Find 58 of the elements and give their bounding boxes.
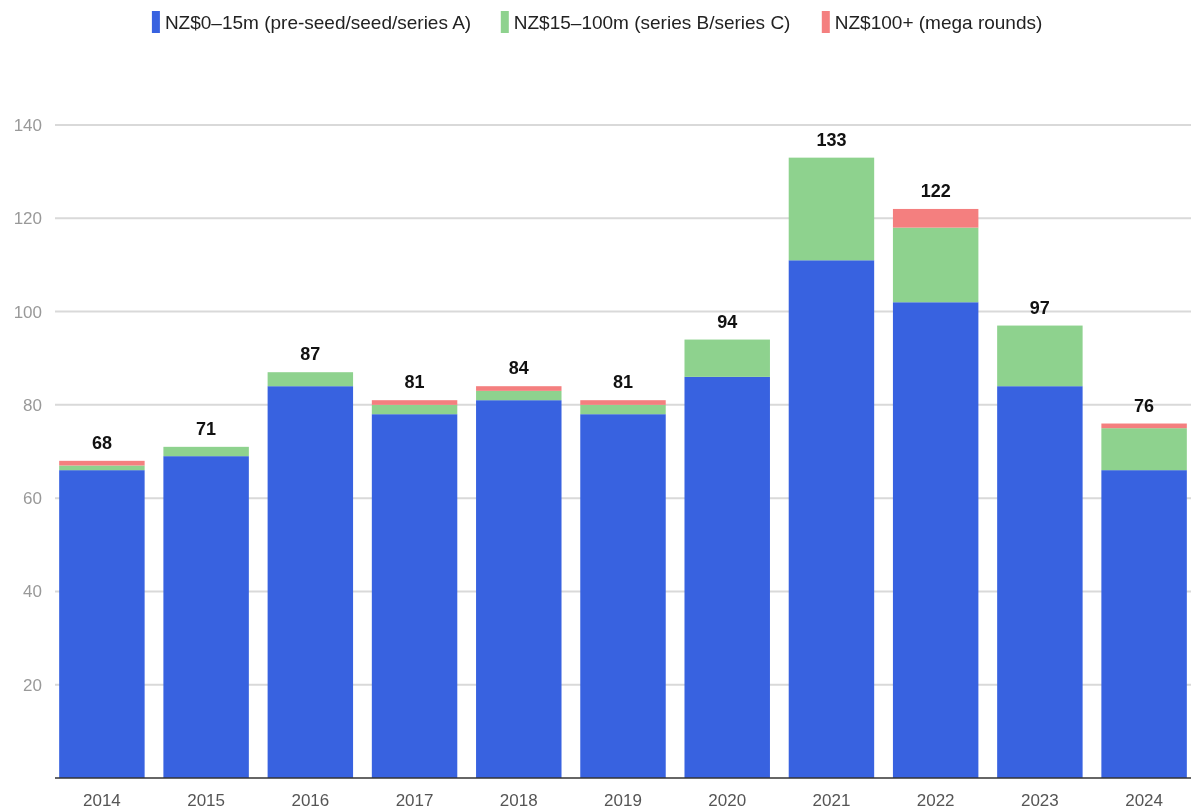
bar bbox=[997, 325, 1083, 387]
bar bbox=[892, 227, 979, 303]
total-label: 71 bbox=[196, 418, 217, 439]
y-tick-label: 100 bbox=[13, 302, 42, 322]
bar bbox=[1101, 470, 1187, 778]
bar bbox=[476, 390, 562, 401]
bar bbox=[580, 414, 666, 778]
x-tick-label: 2016 bbox=[291, 791, 330, 810]
x-tick-label: 2015 bbox=[187, 791, 226, 810]
y-tick-label: 20 bbox=[23, 675, 42, 695]
total-label: 87 bbox=[300, 344, 321, 365]
bar bbox=[59, 470, 145, 778]
total-label: 81 bbox=[404, 372, 425, 393]
y-tick-label: 120 bbox=[13, 209, 42, 229]
bar bbox=[788, 260, 875, 778]
bar bbox=[267, 372, 354, 387]
bar bbox=[59, 465, 145, 471]
bar bbox=[371, 404, 458, 415]
y-tick-label: 80 bbox=[23, 395, 42, 415]
bar bbox=[580, 404, 666, 415]
bar bbox=[580, 400, 666, 405]
x-tick-label: 2024 bbox=[1125, 791, 1164, 810]
bar bbox=[892, 302, 979, 778]
total-label: 84 bbox=[508, 358, 529, 379]
total-label: 97 bbox=[1029, 297, 1050, 318]
bar bbox=[163, 456, 249, 778]
total-label: 94 bbox=[717, 311, 738, 332]
x-tick-label: 2020 bbox=[708, 791, 747, 810]
bar bbox=[788, 157, 875, 261]
x-tick-label: 2017 bbox=[395, 791, 434, 810]
y-tick-label: 40 bbox=[23, 582, 42, 602]
bar bbox=[267, 386, 354, 778]
total-label: 76 bbox=[1134, 395, 1155, 416]
bar bbox=[1101, 428, 1187, 471]
bar bbox=[163, 446, 249, 457]
y-tick-label: 60 bbox=[23, 489, 42, 509]
bar bbox=[476, 386, 562, 391]
bar bbox=[371, 414, 458, 778]
total-label: 81 bbox=[612, 372, 634, 393]
total-label: 133 bbox=[816, 129, 847, 150]
bar bbox=[892, 208, 979, 228]
bar bbox=[476, 400, 562, 778]
total-label: 122 bbox=[920, 180, 951, 201]
legend-label: NZ$0–15m (pre-seed/seed/series A) bbox=[164, 12, 472, 33]
bar bbox=[997, 386, 1083, 778]
x-tick-label: 2018 bbox=[499, 791, 538, 810]
bar bbox=[684, 339, 770, 377]
bar bbox=[684, 376, 770, 778]
legend-label: NZ$15–100m (series B/series C) bbox=[513, 12, 791, 33]
x-tick-label: 2019 bbox=[604, 791, 642, 810]
bar bbox=[371, 400, 458, 405]
legend-label: NZ$100+ (mega rounds) bbox=[834, 12, 1043, 33]
total-label: 68 bbox=[91, 432, 112, 453]
x-tick-label: 2014 bbox=[82, 791, 121, 810]
x-tick-label: 2021 bbox=[812, 791, 851, 810]
x-tick-label: 2023 bbox=[1020, 791, 1059, 810]
x-tick-label: 2022 bbox=[916, 791, 955, 810]
y-tick-label: 140 bbox=[13, 116, 42, 135]
